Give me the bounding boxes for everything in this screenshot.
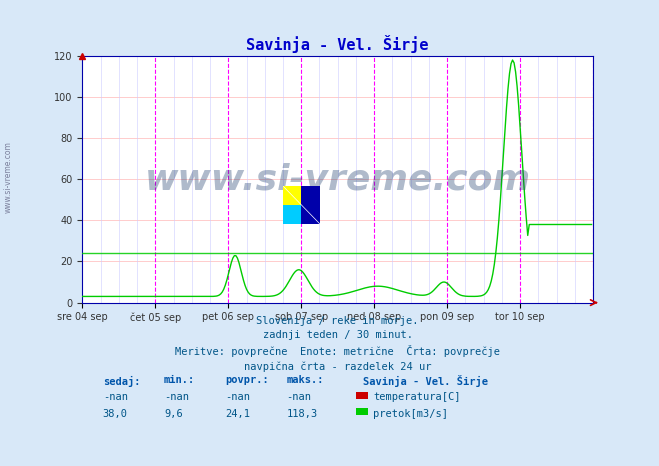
Text: -nan: -nan <box>103 392 128 402</box>
Text: maks.:: maks.: <box>287 376 324 385</box>
Text: 118,3: 118,3 <box>287 409 318 419</box>
Text: Slovenija / reke in morje.
zadnji teden / 30 minut.
Meritve: povprečne  Enote: m: Slovenija / reke in morje. zadnji teden … <box>175 316 500 372</box>
Text: pretok[m3/s]: pretok[m3/s] <box>374 409 449 419</box>
Text: sedaj:: sedaj: <box>103 376 140 386</box>
Text: 9,6: 9,6 <box>164 409 183 419</box>
Text: www.si-vreme.com: www.si-vreme.com <box>145 162 530 196</box>
Bar <box>283 186 302 205</box>
Text: 38,0: 38,0 <box>103 409 128 419</box>
Text: Savinja - Vel. Širje: Savinja - Vel. Širje <box>363 376 488 388</box>
Text: -nan: -nan <box>287 392 312 402</box>
Bar <box>302 186 320 205</box>
Bar <box>302 205 320 224</box>
Text: min.:: min.: <box>164 376 195 385</box>
Text: 24,1: 24,1 <box>225 409 250 419</box>
Text: -nan: -nan <box>164 392 189 402</box>
Bar <box>283 205 302 224</box>
Text: povpr.:: povpr.: <box>225 376 269 385</box>
Text: www.si-vreme.com: www.si-vreme.com <box>3 141 13 213</box>
Title: Savinja - Vel. Širje: Savinja - Vel. Širje <box>246 35 429 54</box>
Text: -nan: -nan <box>225 392 250 402</box>
FancyBboxPatch shape <box>356 392 368 399</box>
FancyBboxPatch shape <box>356 408 368 415</box>
Text: temperatura[C]: temperatura[C] <box>374 392 461 402</box>
